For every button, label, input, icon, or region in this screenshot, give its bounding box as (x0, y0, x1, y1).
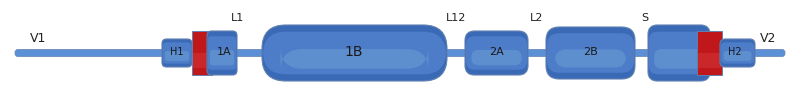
FancyBboxPatch shape (207, 31, 237, 75)
Bar (192, 31, 212, 75)
FancyBboxPatch shape (546, 27, 635, 79)
FancyBboxPatch shape (547, 33, 634, 73)
Text: 2A: 2A (489, 47, 503, 57)
Bar (698, 53, 721, 68)
FancyBboxPatch shape (281, 47, 429, 71)
FancyBboxPatch shape (15, 49, 785, 56)
FancyBboxPatch shape (165, 51, 189, 61)
FancyBboxPatch shape (162, 39, 192, 67)
Text: H2: H2 (728, 47, 742, 57)
FancyBboxPatch shape (262, 25, 447, 81)
FancyBboxPatch shape (263, 32, 446, 74)
FancyBboxPatch shape (649, 32, 709, 74)
FancyBboxPatch shape (208, 36, 236, 70)
Text: L1: L1 (230, 13, 244, 23)
Text: 1A: 1A (217, 47, 231, 57)
Bar (697, 31, 722, 75)
FancyBboxPatch shape (466, 36, 527, 70)
Text: V1: V1 (30, 32, 46, 45)
Bar (193, 53, 211, 68)
FancyBboxPatch shape (720, 39, 755, 67)
FancyBboxPatch shape (210, 50, 234, 65)
FancyBboxPatch shape (465, 31, 528, 75)
Text: L2: L2 (530, 13, 544, 23)
Text: 1B: 1B (345, 45, 363, 59)
FancyBboxPatch shape (163, 42, 191, 64)
Text: H1: H1 (170, 47, 184, 57)
FancyBboxPatch shape (723, 51, 751, 61)
FancyBboxPatch shape (654, 49, 704, 69)
Text: S: S (642, 13, 649, 23)
FancyBboxPatch shape (471, 50, 522, 65)
FancyBboxPatch shape (721, 42, 754, 64)
Text: 2B: 2B (582, 47, 598, 57)
FancyBboxPatch shape (555, 49, 626, 68)
Text: V2: V2 (760, 32, 776, 45)
Text: L12: L12 (446, 13, 466, 23)
FancyBboxPatch shape (648, 25, 710, 81)
